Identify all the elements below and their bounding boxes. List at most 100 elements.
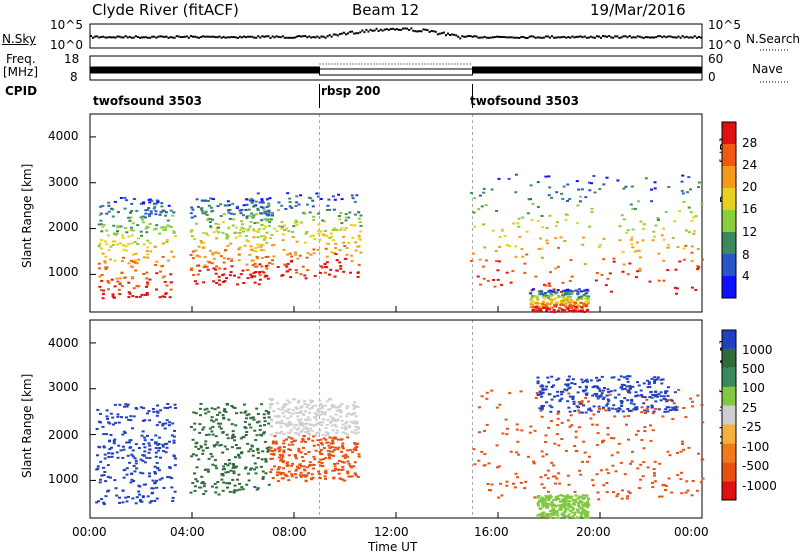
power-data-cell bbox=[136, 224, 140, 227]
velocity-data-cell bbox=[574, 494, 578, 497]
velocity-data-cell bbox=[334, 446, 337, 449]
power-data-cell bbox=[537, 248, 541, 250]
velocity-data-cell bbox=[578, 499, 582, 502]
power-data-cell bbox=[662, 227, 666, 230]
velocity-data-cell bbox=[652, 472, 656, 475]
power-data-cell bbox=[529, 292, 533, 295]
noise-right-tick-top: 10^5 bbox=[708, 18, 741, 32]
velocity-data-cell bbox=[306, 416, 310, 419]
velocity-data-cell bbox=[141, 430, 145, 433]
power-data-cell bbox=[290, 206, 294, 209]
velocity-data-cell bbox=[696, 394, 700, 397]
cpid-segment-1: twofsound 3503 bbox=[93, 94, 202, 108]
velocity-data-cell bbox=[288, 412, 292, 414]
power-cb-tick: 20 bbox=[742, 180, 758, 194]
noise-point bbox=[289, 36, 292, 39]
velocity-data-cell bbox=[540, 497, 544, 500]
power-data-cell bbox=[259, 245, 263, 248]
power-data-cell bbox=[199, 240, 203, 243]
velocity-data-cell bbox=[317, 461, 321, 464]
power-data-cell bbox=[557, 294, 561, 297]
velocity-data-cell bbox=[259, 465, 263, 468]
velocity-data-cell bbox=[578, 495, 582, 498]
power-data-cell bbox=[155, 224, 159, 227]
velocity-data-cell bbox=[595, 473, 599, 476]
velocity-data-cell bbox=[301, 424, 305, 427]
velocity-data-cell bbox=[207, 410, 211, 413]
power-data-cell bbox=[651, 239, 655, 242]
power-data-cell bbox=[148, 242, 152, 245]
power-data-cell bbox=[271, 259, 274, 262]
velocity-data-cell bbox=[226, 464, 230, 467]
noise-point bbox=[332, 33, 335, 36]
power-data-cell bbox=[146, 253, 150, 256]
power-data-cell bbox=[250, 212, 254, 215]
power-data-cell bbox=[622, 263, 626, 266]
velocity-data-cell bbox=[505, 433, 509, 436]
velocity-data-cell bbox=[98, 481, 102, 484]
noise-point bbox=[185, 35, 188, 38]
power-data-cell bbox=[267, 205, 271, 208]
power-data-cell bbox=[120, 271, 124, 274]
velocity-data-cell bbox=[143, 436, 147, 439]
velocity-data-cell bbox=[141, 419, 145, 422]
velocity-data-cell bbox=[257, 420, 261, 423]
velocity-data-cell bbox=[582, 505, 586, 508]
velocity-data-cell bbox=[472, 448, 476, 451]
power-data-cell bbox=[325, 261, 329, 264]
velocity-data-cell bbox=[473, 463, 477, 466]
power-colorbar-frame bbox=[721, 121, 737, 299]
power-data-cell bbox=[148, 215, 151, 218]
noise-point bbox=[673, 36, 676, 39]
noise-point bbox=[449, 34, 451, 36]
noise-point bbox=[634, 36, 637, 39]
velocity-data-cell bbox=[307, 432, 311, 435]
velocity-data-cell bbox=[634, 433, 638, 436]
power-data-cell bbox=[189, 269, 193, 271]
velocity-data-cell bbox=[533, 429, 537, 432]
velocity-data-cell bbox=[601, 439, 605, 442]
velocity-data-cell bbox=[326, 418, 330, 421]
power-data-cell bbox=[514, 245, 518, 248]
noise-point bbox=[90, 35, 92, 37]
velocity-data-cell bbox=[495, 444, 499, 447]
velocity-data-cell bbox=[542, 486, 546, 489]
velocity-data-cell bbox=[199, 407, 202, 410]
velocity-data-cell bbox=[634, 391, 638, 394]
freq-left-tick-top: 18 bbox=[64, 52, 80, 66]
power-data-cell bbox=[113, 285, 117, 288]
velocity-data-cell bbox=[331, 450, 335, 453]
noise-point bbox=[424, 28, 427, 31]
velocity-data-cell bbox=[318, 399, 322, 402]
power-data-cell bbox=[606, 277, 610, 280]
velocity-data-cell bbox=[324, 469, 328, 472]
velocity-data-cell bbox=[282, 449, 286, 452]
power-data-cell bbox=[575, 180, 579, 183]
velocity-ytick: 1000 bbox=[48, 472, 79, 486]
power-data-cell bbox=[682, 200, 686, 203]
power-data-cell bbox=[164, 211, 168, 214]
velocity-data-cell bbox=[614, 396, 617, 399]
velocity-data-cell bbox=[318, 429, 322, 432]
velocity-data-cell bbox=[249, 448, 253, 451]
velocity-data-cell bbox=[124, 496, 128, 499]
power-data-cell bbox=[549, 292, 553, 295]
velocity-data-cell bbox=[354, 429, 358, 432]
power-data-cell bbox=[121, 236, 125, 239]
velocity-data-cell bbox=[200, 482, 204, 485]
velocity-data-cell bbox=[349, 475, 352, 478]
velocity-data-cell bbox=[568, 509, 572, 512]
noise-point bbox=[104, 36, 107, 39]
velocity-data-cell bbox=[561, 390, 565, 393]
power-data-cell bbox=[590, 207, 594, 210]
velocity-data-cell bbox=[337, 406, 341, 408]
power-data-cell bbox=[253, 262, 257, 265]
velocity-data-cell bbox=[191, 453, 195, 456]
velocity-data-cell bbox=[279, 425, 283, 428]
velocity-data-cell bbox=[608, 393, 612, 396]
velocity-ytick: 2000 bbox=[48, 428, 79, 442]
velocity-data-cell bbox=[244, 466, 248, 469]
power-data-cell bbox=[256, 231, 260, 234]
power-data-cell bbox=[144, 212, 148, 215]
velocity-data-cell bbox=[162, 450, 166, 453]
